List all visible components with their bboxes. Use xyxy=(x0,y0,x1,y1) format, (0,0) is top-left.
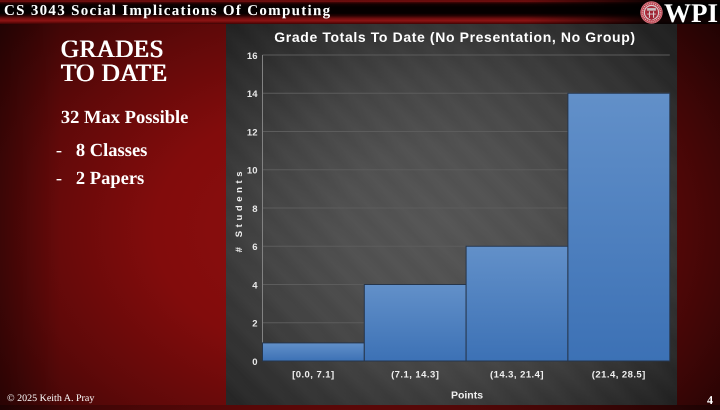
svg-text:4: 4 xyxy=(252,280,258,291)
svg-text:8: 8 xyxy=(252,204,257,215)
svg-text:12: 12 xyxy=(247,127,258,138)
svg-text:Points: Points xyxy=(451,389,483,401)
svg-text:(14.3, 21.4]: (14.3, 21.4] xyxy=(490,369,544,380)
svg-text:14: 14 xyxy=(247,89,258,100)
svg-text:# Students: # Students xyxy=(234,168,245,253)
svg-text:Grade Totals To Date (No Prese: Grade Totals To Date (No Presentation, N… xyxy=(274,29,635,45)
svg-text:16: 16 xyxy=(247,51,258,62)
svg-text:(7.1, 14.3]: (7.1, 14.3] xyxy=(391,369,439,380)
svg-text:(21.4, 28.5]: (21.4, 28.5] xyxy=(592,369,646,380)
svg-text:6: 6 xyxy=(252,242,257,253)
svg-text:2: 2 xyxy=(252,319,257,330)
svg-text:10: 10 xyxy=(247,166,258,177)
svg-text:0: 0 xyxy=(252,357,257,368)
svg-text:[0.0, 7.1]: [0.0, 7.1] xyxy=(292,369,335,380)
